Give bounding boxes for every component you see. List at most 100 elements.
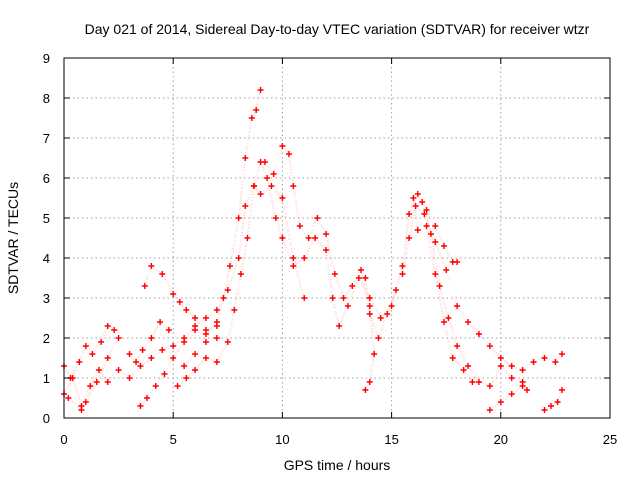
data-point (486, 383, 493, 389)
data-point (192, 315, 199, 321)
data-point (427, 231, 434, 237)
y-tick-label: 6 (43, 171, 50, 186)
data-point (115, 367, 122, 373)
y-tick-label: 1 (43, 371, 50, 386)
y-tick-label: 4 (43, 251, 50, 266)
data-point (497, 363, 504, 369)
data-point (82, 343, 89, 349)
data-point (454, 303, 461, 309)
data-point (279, 235, 286, 241)
data-point (139, 347, 146, 353)
data-point (358, 267, 365, 273)
data-point (419, 199, 426, 205)
data-point (152, 383, 159, 389)
y-tick-label: 8 (43, 91, 50, 106)
data-point (242, 155, 249, 161)
x-tick-label: 10 (275, 432, 289, 447)
data-point (257, 191, 264, 197)
x-tick-label: 5 (170, 432, 177, 447)
data-point (183, 307, 190, 313)
data-point (475, 379, 482, 385)
data-point (161, 371, 168, 377)
data-point (414, 227, 421, 233)
data-point (224, 339, 231, 345)
data-point (443, 267, 450, 273)
data-point (115, 335, 122, 341)
data-point (104, 323, 111, 329)
series-track-4 (139, 89, 262, 407)
series-track-6 (176, 158, 419, 387)
series-track-16 (183, 336, 218, 367)
data-point (170, 355, 177, 361)
data-series (61, 87, 565, 413)
data-point (290, 255, 297, 261)
data-point (436, 283, 443, 289)
data-point (399, 263, 406, 269)
data-point (279, 143, 286, 149)
data-point (141, 283, 148, 289)
data-point (449, 355, 456, 361)
data-point (486, 343, 493, 349)
data-point (331, 271, 338, 277)
data-point (323, 231, 330, 237)
y-tick-label: 2 (43, 331, 50, 346)
data-point (213, 335, 220, 341)
data-point (465, 319, 472, 325)
data-point (349, 283, 356, 289)
data-point (312, 235, 319, 241)
data-point (414, 191, 421, 197)
data-point (285, 151, 292, 157)
data-point (524, 387, 531, 393)
data-point (170, 343, 177, 349)
data-point (82, 399, 89, 405)
data-point (340, 295, 347, 301)
data-point (237, 271, 244, 277)
data-point (133, 359, 140, 365)
data-point (159, 271, 166, 277)
data-point (412, 203, 419, 209)
data-point (170, 291, 177, 297)
data-point (423, 207, 430, 213)
data-point (220, 295, 227, 301)
data-point (410, 195, 417, 201)
data-point (314, 215, 321, 221)
data-point (279, 195, 286, 201)
data-point (296, 223, 303, 229)
data-point (406, 211, 413, 217)
chart-title: Day 021 of 2014, Sidereal Day-to-day VTE… (85, 21, 590, 37)
data-point (497, 399, 504, 405)
series-track-14 (543, 389, 564, 411)
data-point (148, 335, 155, 341)
plot-frame (63, 57, 611, 419)
data-point (95, 367, 102, 373)
series-track-8 (364, 277, 376, 391)
series-track-13 (489, 384, 528, 411)
series-track-1 (63, 324, 115, 381)
data-point (323, 247, 330, 253)
data-point (242, 203, 249, 209)
data-point (148, 355, 155, 361)
data-point (251, 183, 258, 189)
data-point (519, 383, 526, 389)
data-point (235, 215, 242, 221)
data-point (226, 263, 233, 269)
data-point (213, 307, 220, 313)
data-point (454, 343, 461, 349)
data-point (268, 183, 275, 189)
data-point (375, 335, 382, 341)
data-point (192, 351, 199, 357)
data-point (111, 327, 118, 333)
data-point (89, 351, 96, 357)
series-track-12 (425, 225, 474, 383)
data-point (558, 351, 565, 357)
data-point (244, 235, 251, 241)
series-track-10 (416, 193, 458, 264)
y-tick-label: 5 (43, 211, 50, 226)
data-point (366, 379, 373, 385)
data-point (174, 383, 181, 389)
data-point (454, 259, 461, 265)
data-point (202, 327, 209, 333)
x-tick-label: 25 (603, 432, 617, 447)
data-point (235, 255, 242, 261)
series-track-5 (143, 264, 218, 332)
